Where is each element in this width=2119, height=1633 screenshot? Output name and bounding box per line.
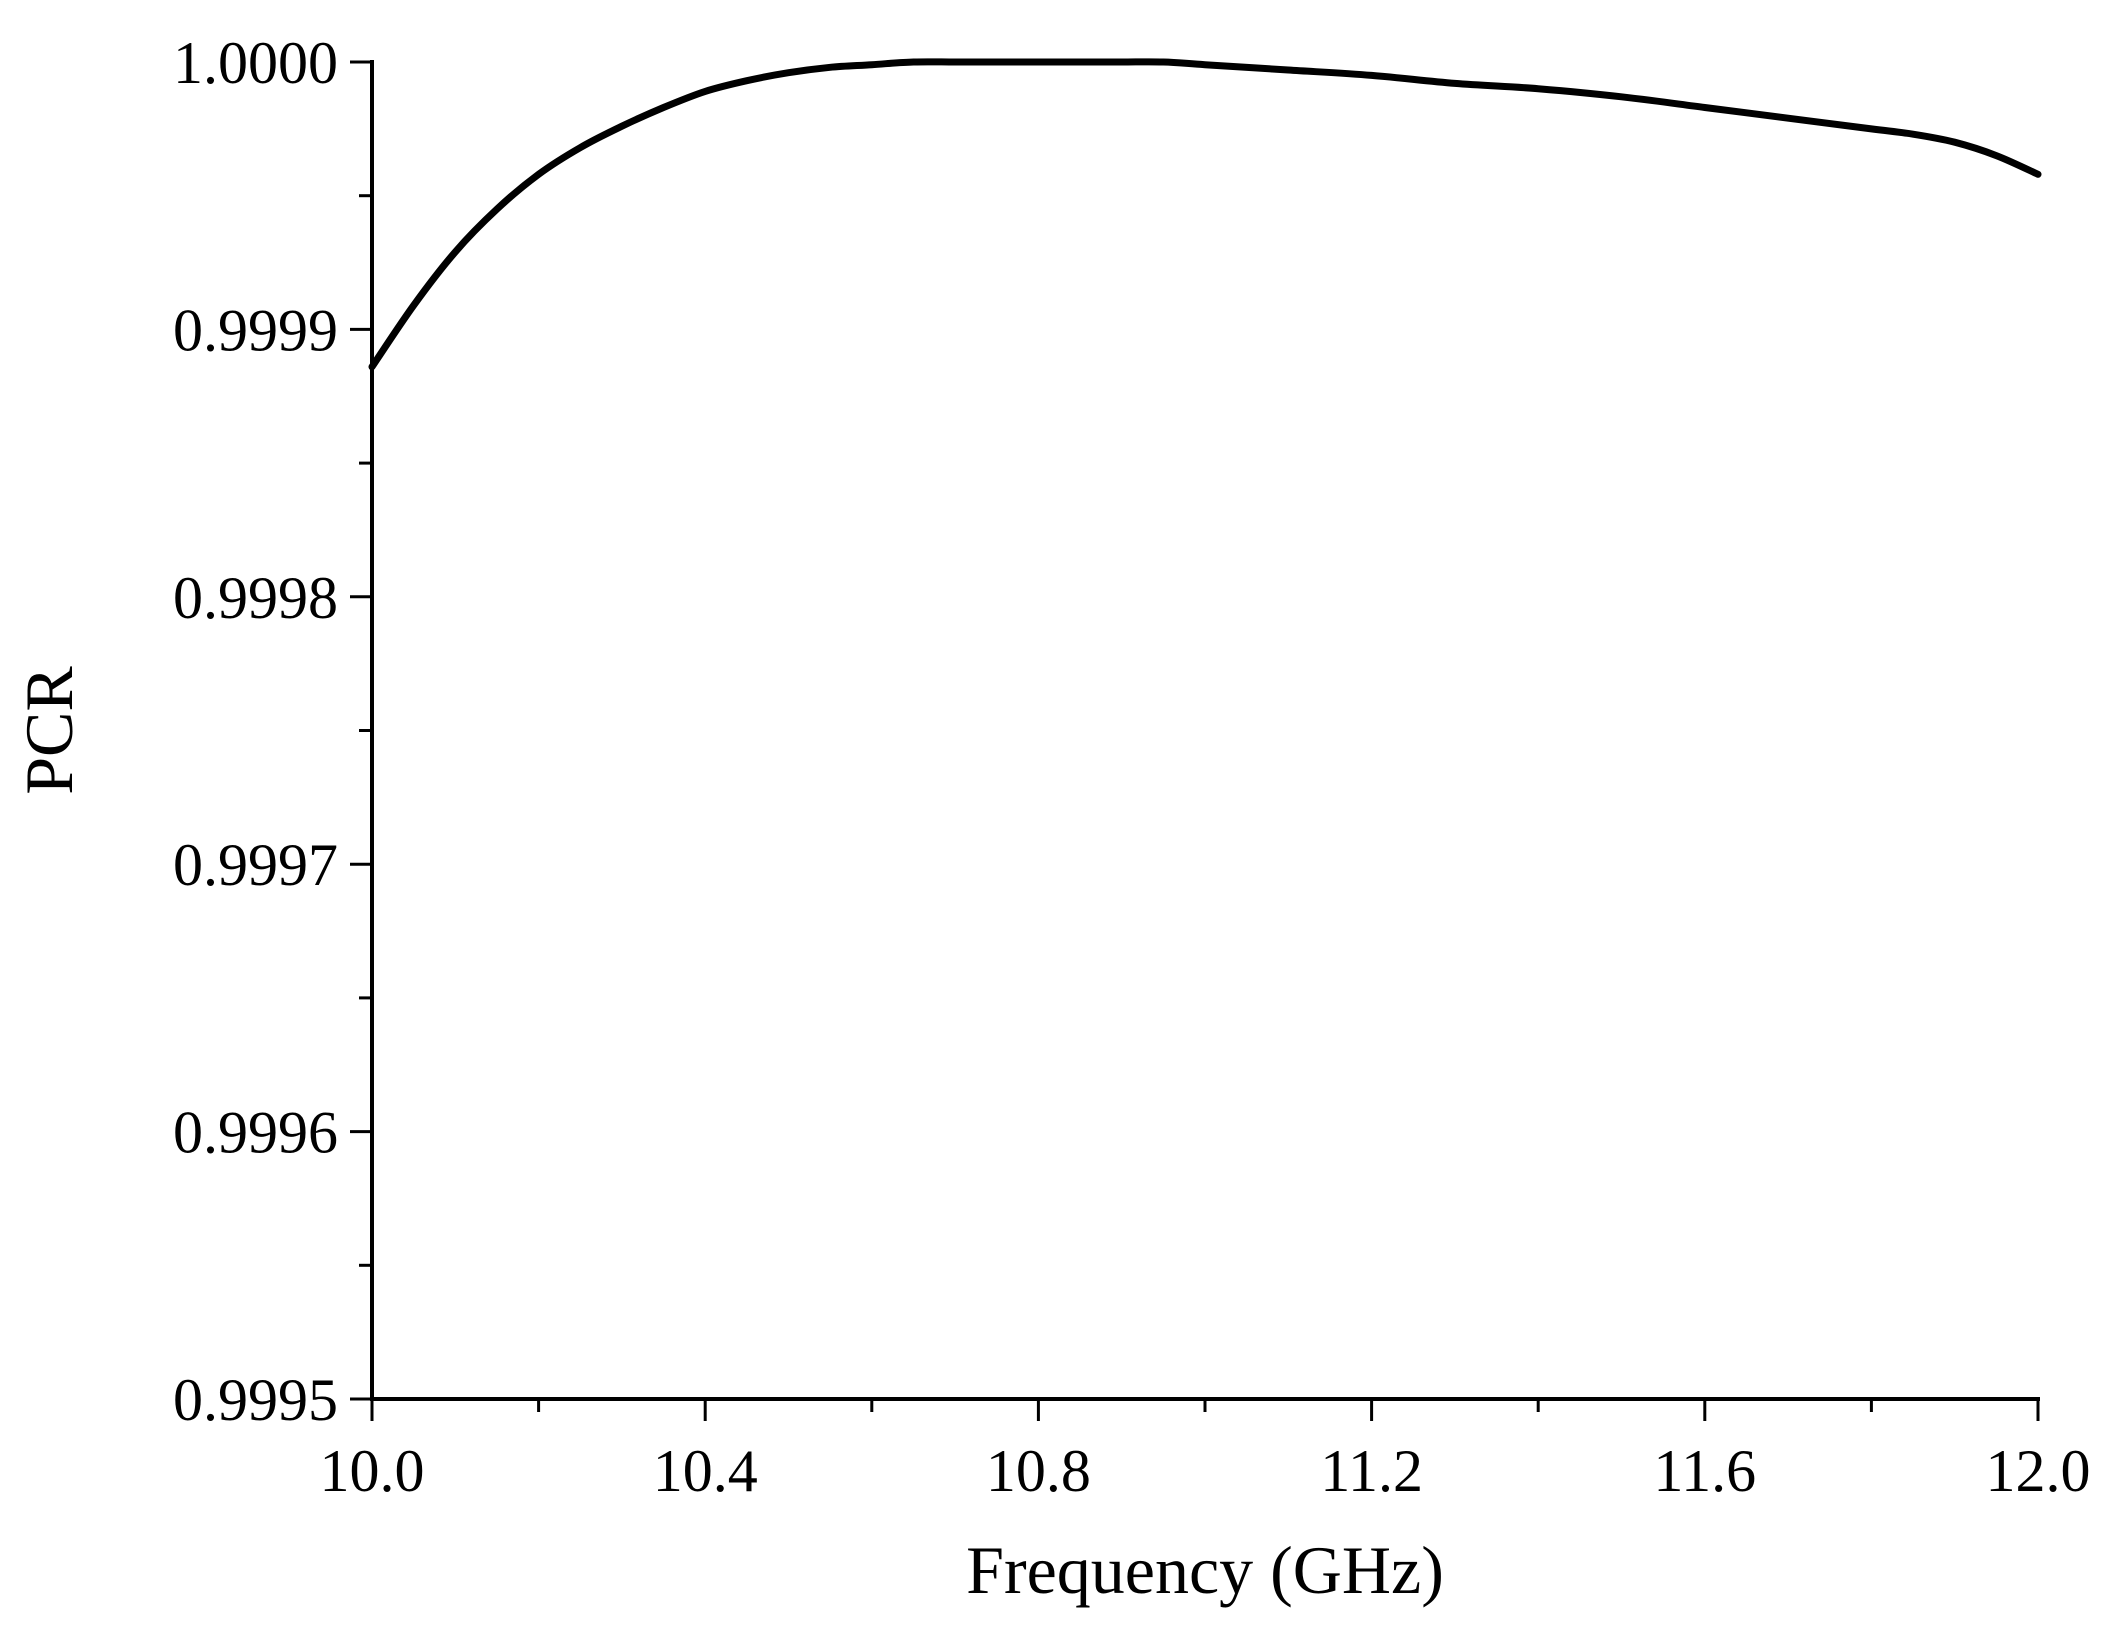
x-tick-label: 10.0 [320,1438,425,1504]
x-tick-label: 10.4 [653,1438,758,1504]
axes [370,60,2040,1401]
y-tick-label: 0.9997 [173,832,338,898]
x-tick-label: 11.6 [1653,1438,1756,1504]
pcr-series-line [368,58,2042,371]
ticks [350,60,2040,1421]
x-tick-label: 11.2 [1320,1438,1423,1504]
series [368,58,2042,371]
x-tick-label: 12.0 [1986,1438,2091,1504]
y-axis-label: PCR [11,666,87,795]
y-tick-label: 0.9998 [173,565,338,631]
tick-labels: 10.0 10.4 10.8 11.2 11.6 12.0 0.9995 0.9996 0.99… [173,30,2091,1504]
y-tick-label: 0.9996 [173,1100,338,1166]
y-tick-label: 0.9999 [173,297,338,363]
x-tick-label: 10.8 [986,1438,1091,1504]
x-axis-label: Frequency (GHz) [966,1532,1444,1608]
y-tick-label: 1.0000 [173,30,338,96]
y-tick-label: 0.9995 [173,1367,338,1433]
